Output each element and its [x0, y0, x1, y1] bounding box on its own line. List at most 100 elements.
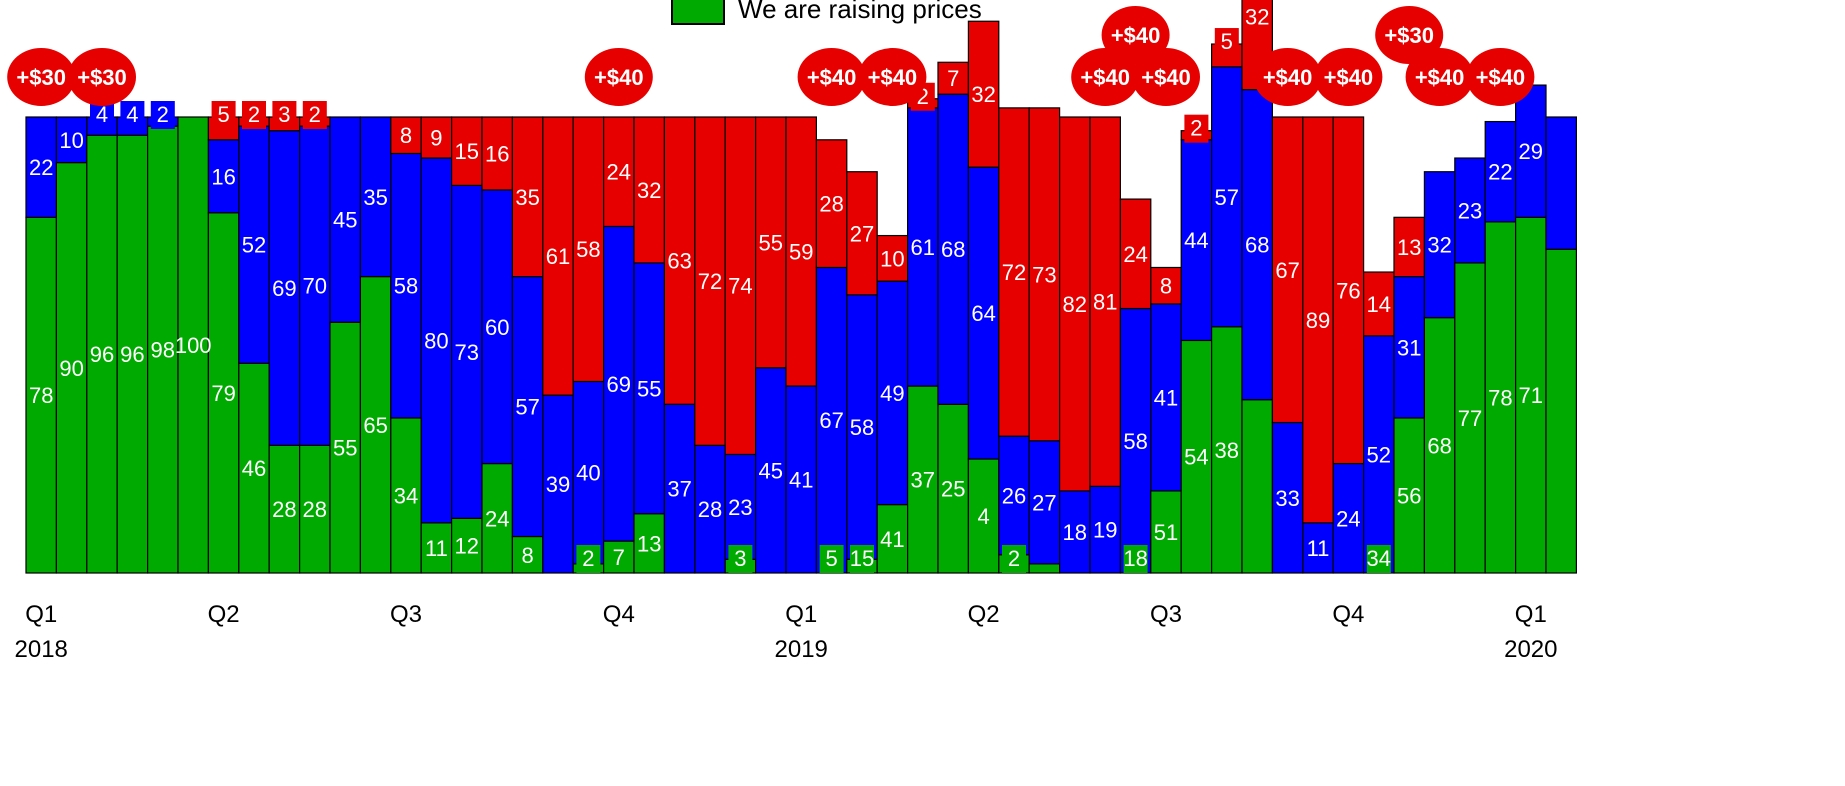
- segment-value-label: 22: [1488, 160, 1512, 185]
- segment-value-label: 79: [211, 381, 235, 406]
- segment-value-label: 69: [607, 372, 631, 397]
- legend-label: We are raising prices: [738, 0, 982, 24]
- small-value-box: [272, 101, 297, 129]
- segment-value-label: 55: [759, 230, 783, 255]
- segment-value-label: 38: [1215, 438, 1239, 463]
- bar-green-segment: [390, 417, 422, 574]
- bar-green-segment: [86, 134, 118, 574]
- small-value-label: 2: [1190, 116, 1202, 141]
- segment-value-label: 16: [485, 141, 509, 166]
- segment-value-label: 68: [1245, 233, 1269, 258]
- segment-value-label: 98: [151, 338, 175, 363]
- segment-value-label: 8: [400, 123, 412, 148]
- segment-value-label: 10: [59, 128, 83, 153]
- x-year-label: 2019: [775, 636, 828, 663]
- bar-blue-segment: [511, 276, 544, 538]
- bar-blue-segment: [724, 453, 757, 560]
- bar-red-segment: [481, 116, 513, 191]
- price-bubble-label: +$40: [1111, 23, 1161, 48]
- segment-value-label: 80: [424, 328, 448, 353]
- segment-value-label: 28: [698, 497, 722, 522]
- price-bubble: [797, 48, 866, 106]
- segment-value-label: 27: [850, 221, 874, 246]
- price-bubble-label: +$40: [1324, 65, 1374, 90]
- bar-green-segment: [25, 216, 57, 574]
- x-tick-label: Q1: [785, 601, 817, 628]
- price-bubble: [584, 48, 653, 106]
- segment-value-label: 67: [1275, 258, 1299, 283]
- segment-value-label: 24: [1123, 242, 1147, 267]
- small-value-label: 2: [309, 102, 321, 127]
- bar-green-segment: [177, 116, 209, 574]
- small-value-label: 5: [217, 102, 229, 127]
- segment-value-label: 46: [242, 456, 266, 481]
- small-value-box: [1123, 545, 1148, 573]
- legend-swatch-green: [671, 0, 725, 25]
- segment-value-label: 33: [1275, 486, 1299, 511]
- bar-red-segment: [1028, 107, 1061, 442]
- segment-value-label: 57: [1215, 185, 1239, 210]
- small-value-box: [1184, 114, 1209, 143]
- small-value-label: 2: [1008, 546, 1020, 571]
- price-bubble: [7, 48, 76, 106]
- bar-red-segment: [724, 116, 757, 456]
- price-bubble: [1405, 48, 1474, 106]
- bar-green-segment: [299, 444, 331, 574]
- segment-value-label: 11: [1307, 536, 1330, 561]
- segment-value-label: 11: [425, 536, 448, 561]
- segment-value-label: 24: [1336, 506, 1360, 531]
- segment-value-label: 12: [455, 534, 479, 559]
- segment-value-label: 96: [90, 342, 114, 367]
- segment-value-label: 61: [911, 235, 935, 260]
- bar-blue-segment: [1302, 522, 1334, 574]
- segment-value-label: 74: [728, 274, 752, 299]
- bar-blue-segment: [481, 189, 513, 465]
- segment-value-label: 9: [430, 126, 442, 151]
- small-value-label: 4: [126, 102, 138, 127]
- bar-green-segment: [1150, 490, 1182, 574]
- bar-green-segment: [1393, 417, 1425, 574]
- bar-red-segment: [1089, 116, 1121, 487]
- small-value-box: [150, 101, 175, 129]
- price-bubble: [858, 48, 927, 106]
- segment-value-label: 34: [394, 483, 418, 508]
- segment-value-label: 8: [1160, 274, 1172, 299]
- small-value-box: [1366, 545, 1391, 573]
- bar-red-segment: [785, 116, 817, 387]
- bar-red-segment: [694, 116, 726, 446]
- bar-red-segment: [1362, 271, 1395, 337]
- bar-red-segment: [511, 116, 544, 278]
- segment-value-label: 24: [485, 506, 509, 531]
- x-year-label: 2020: [1504, 636, 1557, 663]
- bar-red-segment: [1150, 266, 1182, 305]
- segment-value-label: 28: [819, 192, 843, 217]
- bars-group: [25, 0, 1577, 574]
- bar-blue-segment: [1150, 303, 1182, 492]
- segment-value-label: 68: [1427, 433, 1451, 458]
- bar-red-segment: [542, 116, 574, 396]
- bar-red-segment: [1332, 116, 1365, 465]
- small-value-box: [576, 545, 601, 573]
- bar-blue-segment: [754, 367, 787, 574]
- segment-value-label: 18: [1063, 520, 1087, 545]
- bar-blue-segment: [1332, 462, 1365, 574]
- bar-green-segment: [147, 125, 179, 574]
- bar-blue-segment: [390, 152, 422, 419]
- segment-value-label: 52: [1367, 442, 1391, 467]
- price-bubble: [68, 48, 136, 106]
- bar-blue-segment: [1454, 157, 1486, 264]
- bar-blue-segment: [906, 107, 939, 387]
- segment-value-label: 81: [1093, 290, 1117, 315]
- segment-value-label: 32: [1427, 233, 1451, 258]
- segment-value-label: 41: [1154, 385, 1178, 410]
- segment-value-label: 13: [1397, 235, 1421, 260]
- segment-value-label: 67: [819, 408, 843, 433]
- bar-blue-segment: [420, 157, 453, 524]
- segment-value-label: 55: [333, 436, 357, 461]
- bar-green-segment: [967, 458, 1000, 574]
- segment-value-label: 57: [515, 395, 539, 420]
- segment-value-label: 73: [455, 340, 479, 365]
- small-value-label: 5: [825, 546, 837, 571]
- segment-value-label: 82: [1063, 292, 1087, 317]
- segment-value-label: 58: [394, 274, 418, 299]
